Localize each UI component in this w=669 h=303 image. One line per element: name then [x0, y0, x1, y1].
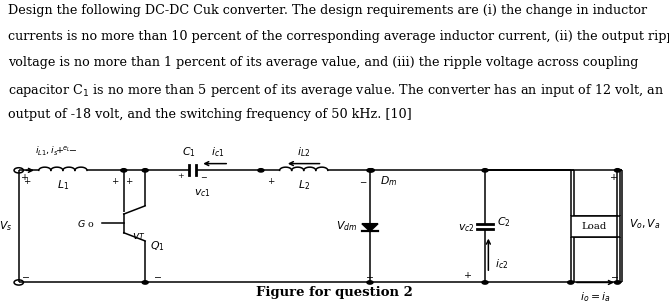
- Circle shape: [615, 281, 621, 284]
- Circle shape: [258, 169, 264, 172]
- Polygon shape: [362, 224, 378, 231]
- Text: +: +: [23, 177, 31, 186]
- Text: +: +: [267, 177, 275, 186]
- Text: $V_s$: $V_s$: [0, 219, 12, 233]
- Text: $v_{c2}$: $v_{c2}$: [458, 222, 474, 234]
- Text: $-$: $-$: [153, 271, 162, 280]
- Text: $-$: $-$: [201, 172, 208, 180]
- Text: $-$: $-$: [359, 177, 367, 186]
- Text: +: +: [177, 172, 183, 180]
- Text: $-$: $-$: [365, 271, 375, 280]
- Circle shape: [568, 281, 574, 284]
- Circle shape: [14, 280, 23, 285]
- Circle shape: [121, 169, 127, 172]
- Text: +: +: [610, 173, 618, 181]
- Text: output of -18 volt, and the switching frequency of 50 kHz. [10]: output of -18 volt, and the switching fr…: [8, 108, 412, 122]
- Text: $D_m$: $D_m$: [380, 175, 397, 188]
- Text: +: +: [125, 177, 132, 186]
- Text: $C_1$: $C_1$: [182, 145, 196, 159]
- Text: $Q_1$: $Q_1$: [150, 239, 165, 253]
- Text: $i_{L1}, i_s\!\!+\!\!{}^{e_L}\!\!-$: $i_{L1}, i_s\!\!+\!\!{}^{e_L}\!\!-$: [35, 145, 78, 158]
- Text: $L_1$: $L_1$: [57, 178, 69, 192]
- Text: currents is no more than 10 percent of the corresponding average inductor curren: currents is no more than 10 percent of t…: [8, 30, 669, 43]
- Circle shape: [367, 169, 373, 172]
- Text: voltage is no more than 1 percent of its average value, and (iii) the ripple vol: voltage is no more than 1 percent of its…: [8, 56, 638, 69]
- Text: +: +: [464, 271, 472, 280]
- Circle shape: [615, 169, 621, 172]
- Text: $L_2$: $L_2$: [298, 178, 310, 192]
- Text: Design the following DC-DC Cuk converter. The design requirements are (i) the ch: Design the following DC-DC Cuk converter…: [8, 4, 647, 17]
- Circle shape: [14, 168, 23, 173]
- Text: $i_{c1}$: $i_{c1}$: [211, 145, 224, 159]
- Circle shape: [482, 281, 488, 284]
- Text: $i_{L2}$: $i_{L2}$: [297, 145, 310, 159]
- Text: $C_2$: $C_2$: [497, 215, 510, 229]
- Circle shape: [142, 169, 149, 172]
- Bar: [574, 216, 621, 237]
- Text: $-$: $-$: [21, 271, 30, 280]
- Text: $V_{dm}$: $V_{dm}$: [336, 219, 357, 233]
- Text: $v_{c1}$: $v_{c1}$: [194, 187, 211, 199]
- Circle shape: [142, 281, 149, 284]
- Text: $G$ o: $G$ o: [77, 218, 94, 229]
- Text: $i_o = i_a$: $i_o = i_a$: [580, 291, 611, 303]
- Bar: [571, 216, 617, 237]
- Text: Figure for question 2: Figure for question 2: [256, 285, 413, 298]
- Text: $V_o, V_a$: $V_o, V_a$: [629, 218, 660, 231]
- Circle shape: [367, 281, 373, 284]
- Text: capacitor C$_1$ is no more than 5 percent of its average value. The converter ha: capacitor C$_1$ is no more than 5 percen…: [8, 82, 664, 99]
- Text: +: +: [111, 177, 119, 186]
- Text: $-$: $-$: [609, 271, 619, 280]
- Text: $i_{c2}$: $i_{c2}$: [495, 258, 508, 271]
- Text: +: +: [21, 173, 29, 181]
- Text: Load: Load: [585, 222, 609, 231]
- Text: $v_T$: $v_T$: [132, 231, 145, 243]
- Circle shape: [369, 169, 375, 172]
- Text: Load: Load: [581, 222, 607, 231]
- Circle shape: [482, 169, 488, 172]
